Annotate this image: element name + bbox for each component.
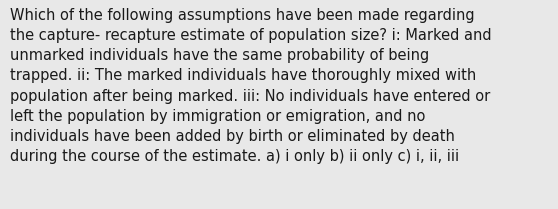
Text: Which of the following assumptions have been made regarding
the capture- recaptu: Which of the following assumptions have … (10, 8, 492, 164)
